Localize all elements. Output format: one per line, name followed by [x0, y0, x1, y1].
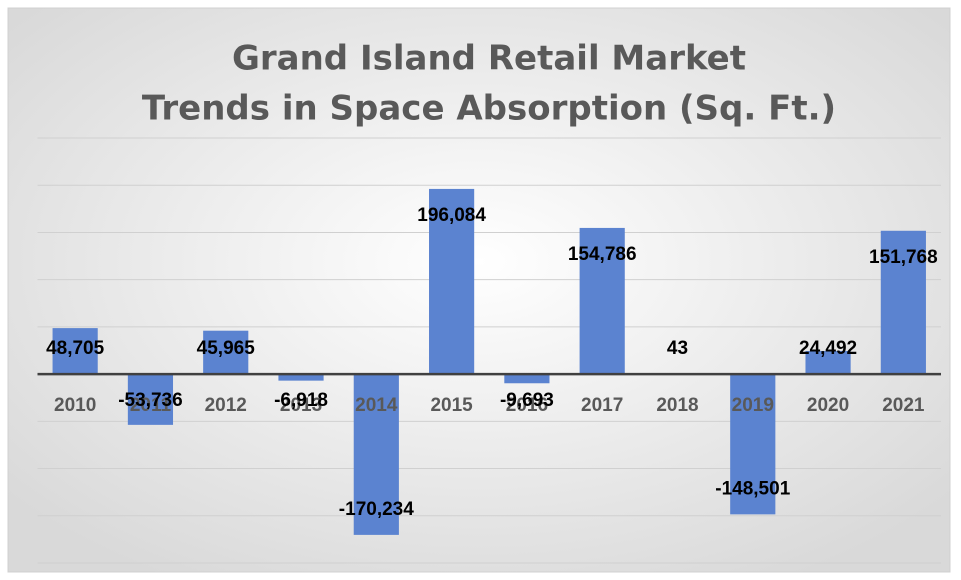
bar	[429, 188, 475, 375]
x-tick-label: 2019	[732, 395, 774, 416]
data-label: -53,736	[118, 390, 182, 411]
data-label: 154,786	[568, 244, 637, 265]
bar	[730, 374, 776, 515]
x-tick-label: 2017	[581, 395, 623, 416]
data-label: -170,234	[339, 499, 414, 520]
bar	[579, 227, 625, 375]
bar	[504, 374, 550, 384]
chart-background	[7, 7, 951, 573]
chart-title: Trends in Space Absorption (Sq. Ft.)	[142, 89, 836, 129]
bar	[353, 374, 399, 535]
data-label: 196,084	[417, 205, 486, 226]
x-tick-label: 2015	[430, 395, 473, 416]
x-tick-label: 2018	[656, 395, 698, 416]
x-tick-label: 2021	[882, 395, 925, 416]
bar	[278, 374, 324, 381]
x-tick-label: 2013	[280, 395, 322, 416]
x-tick-label: 2011	[130, 395, 172, 416]
x-tick-label: 2012	[205, 395, 247, 416]
data-label: 151,768	[869, 247, 938, 268]
data-label: 43	[667, 338, 688, 359]
bar	[880, 230, 926, 375]
bar	[203, 330, 249, 375]
x-tick-label: 2016	[506, 395, 548, 416]
data-label: -9,693	[500, 390, 554, 411]
bar	[805, 350, 851, 375]
x-tick-label: 2020	[807, 395, 849, 416]
bar	[52, 328, 98, 375]
data-label: -148,501	[715, 478, 790, 499]
data-label: 45,965	[197, 338, 256, 359]
data-label: 48,705	[46, 338, 105, 359]
x-tick-label: 2010	[54, 395, 96, 416]
chart-title: Grand Island Retail Market	[232, 39, 746, 79]
x-tick-label: 2014	[355, 395, 398, 416]
data-label: 24,492	[799, 338, 857, 359]
bar	[127, 374, 174, 425]
data-label: -6,918	[274, 390, 328, 411]
